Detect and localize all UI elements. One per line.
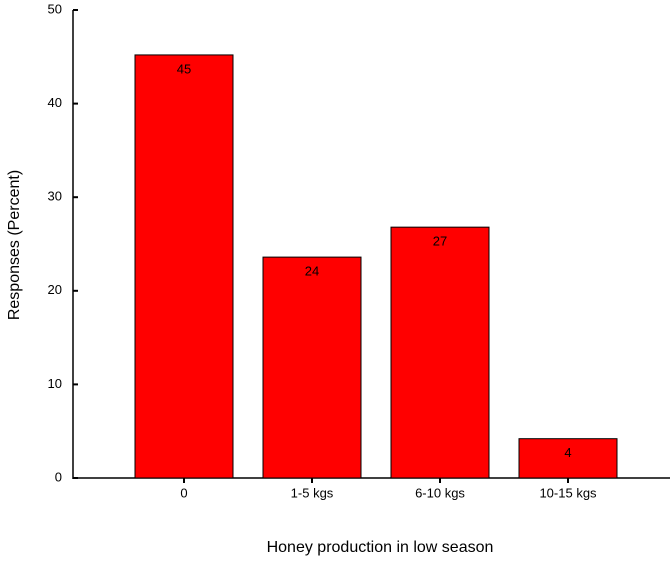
y-tick-label: 0: [55, 469, 62, 484]
value-label: 27: [433, 234, 447, 249]
x-tick-label: 0: [180, 485, 187, 500]
value-label: 4: [564, 445, 571, 460]
x-tick-label: 6-10 kgs: [415, 485, 465, 500]
value-label: 45: [177, 61, 191, 76]
y-axis-title: Responses (Percent): [6, 170, 23, 320]
x-tick-label: 10-15 kgs: [539, 485, 597, 500]
bar: [390, 226, 490, 479]
x-tick-label: 1-5 kgs: [291, 485, 334, 500]
y-tick-label: 10: [48, 376, 62, 391]
y-tick-label: 20: [48, 282, 62, 297]
y-tick-label: 50: [48, 1, 62, 16]
bar: [134, 54, 234, 479]
y-tick-label: 30: [48, 189, 62, 204]
bar: [518, 438, 618, 479]
y-tick-label: 40: [48, 95, 62, 110]
value-label: 24: [305, 264, 319, 279]
bar: [262, 256, 362, 479]
x-axis-title: Honey production in low season: [267, 539, 494, 556]
